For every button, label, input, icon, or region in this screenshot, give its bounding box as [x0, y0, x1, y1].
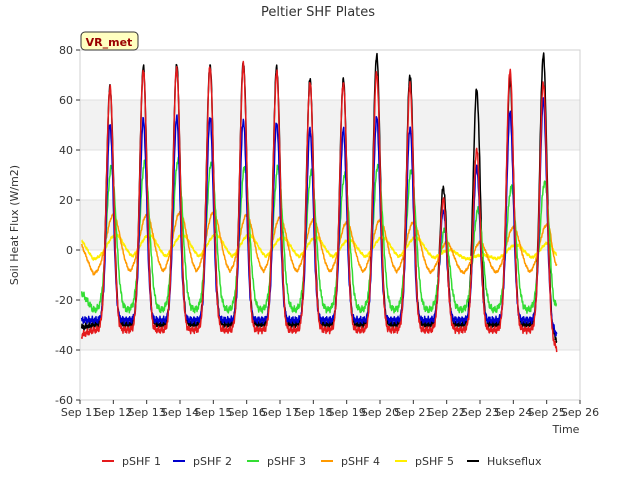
- x-tick-label: Sep 21: [394, 406, 432, 419]
- legend-label-pshf-4: pSHF 4: [341, 455, 380, 468]
- series-line-pshf-5: [81, 232, 558, 261]
- series-line-pshf-3: [80, 156, 558, 314]
- x-tick-label: Sep 16: [228, 406, 266, 419]
- y-tick-label: 40: [59, 144, 73, 157]
- chart-title: Peltier SHF Plates: [261, 5, 375, 20]
- annotation-box: VR_met: [80, 31, 139, 51]
- x-tick-label: Sep 22: [428, 406, 466, 419]
- y-tick-label: -20: [55, 294, 73, 307]
- annotation-text: VR_met: [86, 36, 133, 49]
- x-tick-label: Sep 26: [561, 406, 599, 419]
- series-line-pshf-4: [80, 210, 558, 276]
- y-tick-label: 80: [59, 44, 73, 57]
- annotation-box-background: [80, 31, 139, 51]
- x-tick-label: Sep 23: [461, 406, 499, 419]
- legend-label-pshf-1: pSHF 1: [122, 455, 161, 468]
- x-tick-label: Sep 11: [61, 406, 99, 419]
- y-tick-label: -40: [55, 344, 73, 357]
- x-tick-label: Sep 18: [294, 406, 332, 419]
- y-tick-label: 0: [66, 244, 73, 257]
- x-tick-label: Sep 14: [161, 406, 199, 419]
- plot-frame: [79, 49, 581, 401]
- legend-label-pshf-3: pSHF 3: [267, 455, 306, 468]
- x-tick-label: Sep 19: [328, 406, 366, 419]
- legend-label-pshf-5: pSHF 5: [415, 455, 454, 468]
- y-tick-label: 60: [59, 94, 73, 107]
- y-axis-label: Soil Heat Flux (W/m2): [8, 165, 21, 285]
- x-axis-label: Time: [552, 423, 580, 436]
- series-line-pshf-1: [80, 60, 558, 353]
- x-tick-label: Sep 17: [261, 406, 299, 419]
- y-tick-label: 20: [59, 194, 73, 207]
- shaded-band: [80, 200, 580, 250]
- shaded-band: [80, 100, 580, 150]
- legend-label-pshf-2: pSHF 2: [193, 455, 232, 468]
- y-tick-label: -60: [55, 394, 73, 407]
- x-tick-label: Sep 24: [494, 406, 532, 419]
- legend-label-hukseflux: Hukseflux: [487, 455, 542, 468]
- x-tick-label: Sep 15: [194, 406, 232, 419]
- x-tick-label: Sep 20: [361, 406, 399, 419]
- x-tick-label: Sep 25: [528, 406, 566, 419]
- x-tick-label: Sep 12: [94, 406, 132, 419]
- legend: pSHF 1 pSHF 2 pSHF 3 pSHF 4 pSHF 5 Hukseflux: [102, 455, 542, 468]
- x-tick-label: Sep 13: [128, 406, 166, 419]
